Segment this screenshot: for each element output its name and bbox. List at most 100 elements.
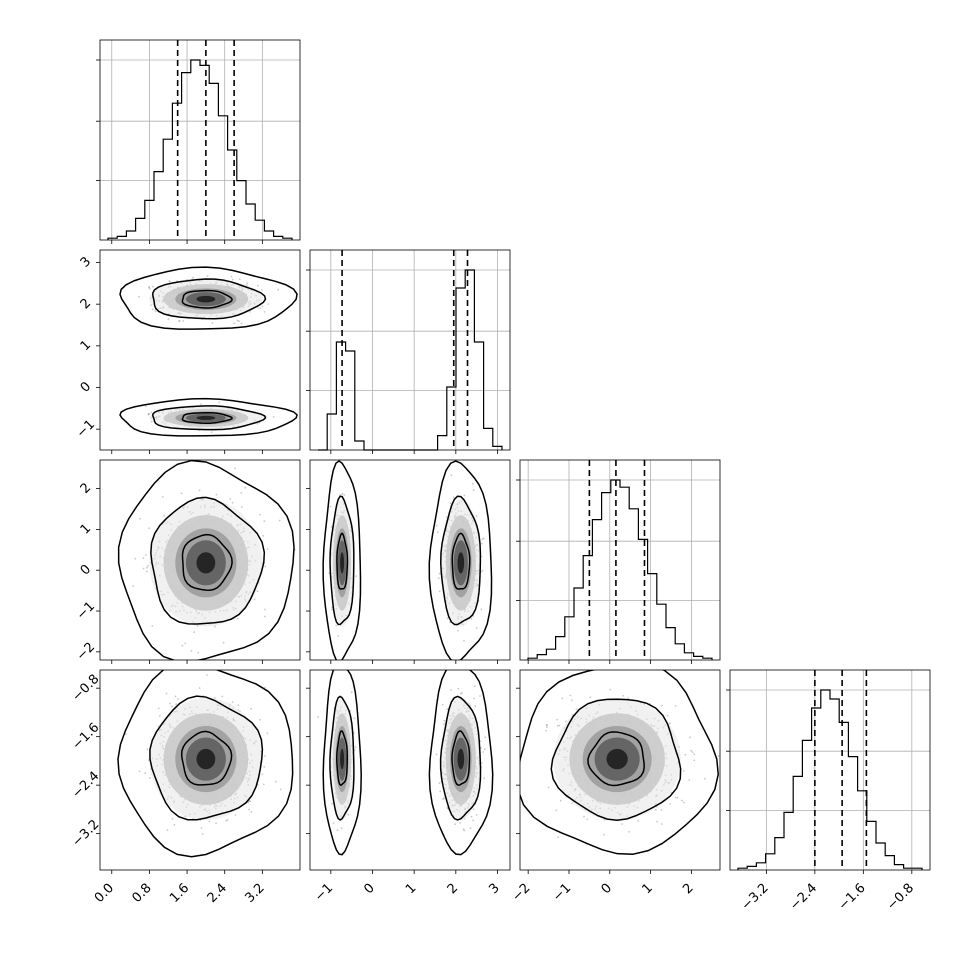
density-shade-2-1-4 [340, 552, 345, 574]
scatter-point [161, 496, 164, 498]
contour-1-0-0 [181, 412, 233, 425]
scatter-point [603, 818, 606, 821]
scatter-point [148, 286, 151, 289]
scatter-point [347, 813, 350, 816]
panel-frame-1-0 [99, 249, 301, 451]
scatter-point [457, 629, 459, 632]
scatter-point [250, 707, 252, 710]
scatter-point [253, 598, 256, 601]
contour-3-0-1 [149, 695, 264, 821]
scatter-point [193, 631, 196, 634]
scatter-point [481, 538, 484, 541]
scatter-point [473, 685, 476, 688]
contour-2-1-1 [440, 495, 482, 626]
scatter-point [459, 822, 461, 824]
scatter-point [483, 777, 485, 780]
density-shade-1-0-4 [196, 415, 216, 420]
scatter-point [240, 322, 243, 325]
scatter-point [481, 569, 484, 572]
scatter-point [244, 486, 247, 489]
scatter-point [261, 773, 264, 776]
scatter-point [256, 422, 259, 425]
scatter-point [198, 489, 201, 492]
scatter-point [460, 692, 462, 695]
scatter-point [139, 517, 142, 520]
scatter-panel-2-0 [96, 459, 301, 664]
scatter-point [341, 492, 344, 495]
scatter-point [279, 788, 282, 791]
scatter-point [475, 814, 478, 816]
scatter-point [192, 276, 195, 279]
scatter-point [337, 635, 339, 637]
scatter-point [457, 687, 460, 690]
scatter-point [472, 489, 475, 492]
scatter-point [177, 698, 179, 700]
scatter-point [163, 514, 166, 517]
scatter-point [237, 704, 240, 707]
scatter-point [674, 705, 677, 707]
scatter-point [192, 667, 194, 669]
scatter-point [147, 413, 150, 415]
scatter-point [167, 318, 170, 321]
scatter-point [472, 819, 474, 822]
contour-3-1-0 [336, 730, 348, 786]
scatter-point [439, 790, 442, 793]
scatter-point [125, 733, 127, 736]
panel-frame-2-0 [99, 459, 301, 661]
contour-2-0-2 [117, 460, 295, 660]
density-shade-1-0-4 [196, 295, 216, 303]
scatter-point [257, 284, 259, 287]
scatter-point [443, 797, 445, 800]
contour-1-0-1 [152, 278, 267, 320]
scatter-point [266, 732, 269, 735]
scatter-point [201, 833, 204, 835]
contour-3-1-1 [329, 695, 355, 821]
scatter-point [463, 494, 466, 497]
hist-bg-0 [100, 40, 300, 240]
scatter-point [682, 769, 685, 772]
scatter-point [234, 814, 237, 816]
scatter-point [446, 617, 449, 620]
scatter-point [214, 697, 216, 699]
contour-3-1-2 [322, 670, 362, 856]
scatter-point [229, 498, 232, 500]
scatter-point [332, 822, 335, 824]
scatter-point [144, 405, 147, 408]
scatter-point [134, 557, 137, 560]
scatter-point [138, 770, 141, 773]
scatter-point [221, 695, 224, 698]
scatter-point [215, 493, 218, 496]
scatter-point [208, 820, 211, 823]
scatter-point [142, 557, 145, 559]
hist-frame-1 [309, 249, 511, 451]
scatter-point [247, 801, 250, 804]
contour-2-0-0 [181, 533, 233, 592]
scatter-point [181, 644, 184, 647]
scatter-point [474, 705, 477, 708]
scatter-point [482, 751, 485, 753]
scatter-point [555, 809, 558, 812]
scatter-point [689, 736, 691, 739]
scatter-point [147, 413, 150, 416]
scatter-point [145, 570, 148, 573]
scatter-point [144, 772, 147, 775]
scatter-point [475, 515, 478, 517]
scatter-point [236, 319, 239, 322]
scatter-point [336, 829, 339, 832]
scatter-point [463, 829, 466, 832]
scatter-point [178, 320, 181, 322]
scatter-point [263, 520, 266, 523]
hist-frame-3 [729, 669, 931, 871]
hist-panel-2 [516, 459, 721, 661]
scatter-point [483, 748, 486, 751]
scatter-point [472, 808, 475, 811]
scatter-point [214, 625, 216, 628]
scatter-point [435, 524, 438, 527]
scatter-point [441, 703, 444, 706]
scatter-panel-3-2 [516, 669, 721, 874]
scatter-point [621, 823, 624, 825]
scatter-point [452, 496, 455, 499]
scatter-point [148, 412, 150, 415]
scatter-panel-3-0 [96, 667, 301, 874]
contour-1-0-2 [119, 397, 298, 437]
